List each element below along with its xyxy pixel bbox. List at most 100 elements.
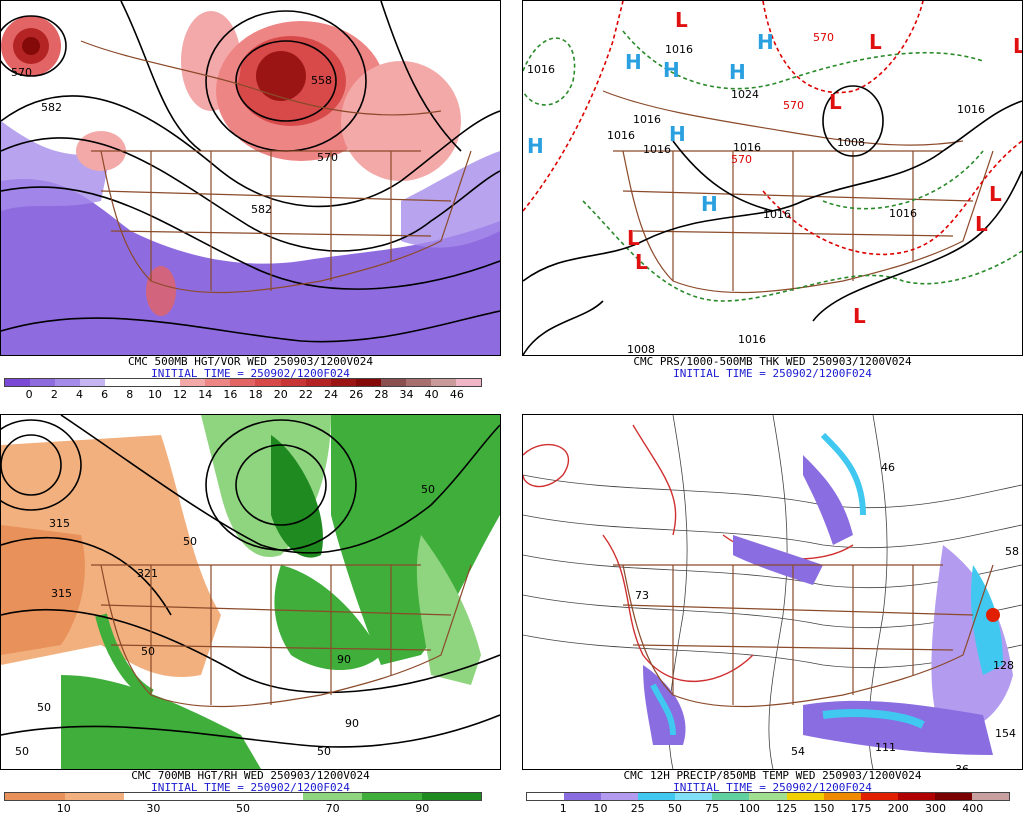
colorbar-tick-label: 8 xyxy=(126,388,134,401)
low-pressure-symbol: L xyxy=(1013,34,1022,58)
colorbar-swatch xyxy=(897,793,935,800)
colorbar-tick-label: 50 xyxy=(667,802,682,815)
colorbar-tick-label: 16 xyxy=(223,388,238,401)
precip-max-label: 128 xyxy=(993,659,1014,672)
colorbar-tick-label: 125 xyxy=(776,802,798,815)
precip-max-label: 46 xyxy=(881,461,895,474)
colorbar xyxy=(4,792,482,801)
colorbar-swatch xyxy=(362,793,422,800)
colorbar xyxy=(526,792,1010,801)
colorbar-swatch xyxy=(601,793,639,800)
isobar-label: 1016 xyxy=(889,207,917,220)
low-pressure-symbol: L xyxy=(989,182,1002,206)
colorbar-swatch xyxy=(55,379,81,386)
contour-label: 582 xyxy=(251,203,272,216)
colorbar-swatch xyxy=(405,379,431,386)
colorbar-tick-label: 26 xyxy=(349,388,364,401)
colorbar-tick-label: 2 xyxy=(50,388,58,401)
colorbar-tick-label: 46 xyxy=(449,388,464,401)
colorbar-tick-label: 40 xyxy=(424,388,439,401)
initial-time: INITIAL TIME = 250902/1200F024 xyxy=(673,781,872,794)
contour-label: 50 xyxy=(421,483,435,496)
colorbar-swatch xyxy=(255,379,281,386)
colorbar-tick-label: 28 xyxy=(374,388,389,401)
contour-label: 315 xyxy=(49,517,70,530)
contour-label: 90 xyxy=(337,653,351,666)
contour-label: 570 xyxy=(11,66,32,79)
precip-max-label: 73 xyxy=(635,589,649,602)
colorbar-ticks: 10 30 50 70 90 xyxy=(4,802,482,816)
colorbar-swatch xyxy=(130,379,156,386)
precip-max-label: 36 xyxy=(955,763,969,769)
colorbar-tick-label: 34 xyxy=(399,388,414,401)
colorbar-swatch xyxy=(638,793,676,800)
high-pressure-symbol: H xyxy=(701,192,718,216)
pressure-panel: 1016 1016 1016 1016 1024 1016 1016 1008 … xyxy=(522,0,1023,403)
isobar-label: 1016 xyxy=(607,129,635,142)
colorbar-tick-label: 24 xyxy=(324,388,339,401)
colorbar-tick-label: 22 xyxy=(298,388,313,401)
isobar-label: 1016 xyxy=(643,143,671,156)
contour-label: 50 xyxy=(37,701,51,714)
contour-label: 321 xyxy=(137,567,158,580)
thickness-label: 570 xyxy=(731,153,752,166)
colorbar-swatch xyxy=(749,793,787,800)
high-pressure-symbol: H xyxy=(663,58,680,82)
colorbar-swatch xyxy=(305,379,331,386)
colorbar-swatch xyxy=(30,379,56,386)
colorbar-swatch xyxy=(5,793,65,800)
vorticity-panel: 570 582 558 570 582 CMC 500MB HGT/VOR WE… xyxy=(0,0,501,403)
colorbar-swatch xyxy=(860,793,898,800)
colorbar-tick-label: 400 xyxy=(962,802,984,815)
rh-panel: 315 321 315 50 50 50 90 50 50 50 90 CMC … xyxy=(0,414,501,817)
low-pressure-symbol: L xyxy=(869,30,882,54)
colorbar-swatch xyxy=(243,793,303,800)
rh-map: 315 321 315 50 50 50 90 50 50 50 90 xyxy=(0,414,501,770)
colorbar-swatch xyxy=(302,793,362,800)
isobar-label: 1024 xyxy=(731,88,759,101)
colorbar-swatch xyxy=(421,793,481,800)
colorbar-ticks: 0 2 4 6 8 10 12 14 16 18 20 22 24 26 28 34 40 46 xyxy=(4,388,482,402)
isobar-label: 1008 xyxy=(627,343,655,355)
colorbar-swatch xyxy=(180,379,206,386)
colorbar-swatch xyxy=(124,793,184,800)
colorbar-swatch xyxy=(934,793,972,800)
low-pressure-symbol: L xyxy=(829,90,842,114)
isobar-label: 1016 xyxy=(733,141,761,154)
colorbar-tick-label: 175 xyxy=(850,802,872,815)
colorbar-swatch xyxy=(64,793,124,800)
colorbar-swatch xyxy=(675,793,713,800)
isobar-label: 1016 xyxy=(957,103,985,116)
contour-label: 50 xyxy=(141,645,155,658)
low-pressure-symbol: L xyxy=(635,250,648,274)
precip-map: 54 111 36 154 58 128 46 73 xyxy=(522,414,1023,770)
colorbar-swatch xyxy=(380,379,406,386)
colorbar-swatch xyxy=(330,379,356,386)
isobar-label: 1016 xyxy=(665,43,693,56)
thickness-label: 570 xyxy=(813,31,834,44)
contour-label: 50 xyxy=(317,745,331,758)
colorbar-swatch xyxy=(712,793,750,800)
colorbar xyxy=(4,378,482,387)
colorbar-tick-label: 300 xyxy=(925,802,947,815)
colorbar-tick-label: 100 xyxy=(738,802,760,815)
low-pressure-symbol: L xyxy=(627,226,640,250)
colorbar-tick-label: 1 xyxy=(559,802,567,815)
colorbar-swatch xyxy=(786,793,824,800)
panel-caption: CMC PRS/1000-500MB THK WED 250903/1200V0… xyxy=(633,355,912,368)
colorbar-tick-label: 14 xyxy=(198,388,213,401)
colorbar-tick-label: 10 xyxy=(147,388,162,401)
precip-max-label: 111 xyxy=(875,741,896,754)
colorbar-swatch xyxy=(155,379,181,386)
high-pressure-symbol: H xyxy=(757,30,774,54)
vorticity-map: 570 582 558 570 582 xyxy=(0,0,501,356)
contour-label: 570 xyxy=(317,151,338,164)
colorbar-tick-label: 75 xyxy=(705,802,720,815)
colorbar-swatch xyxy=(823,793,861,800)
colorbar-swatch xyxy=(527,793,565,800)
contour-label: 50 xyxy=(183,535,197,548)
colorbar-tick-label: 18 xyxy=(248,388,263,401)
panel-caption: CMC 12H PRECIP/850MB TEMP WED 250903/120… xyxy=(623,769,922,782)
colorbar-swatch xyxy=(105,379,131,386)
high-pressure-symbol: H xyxy=(669,122,686,146)
